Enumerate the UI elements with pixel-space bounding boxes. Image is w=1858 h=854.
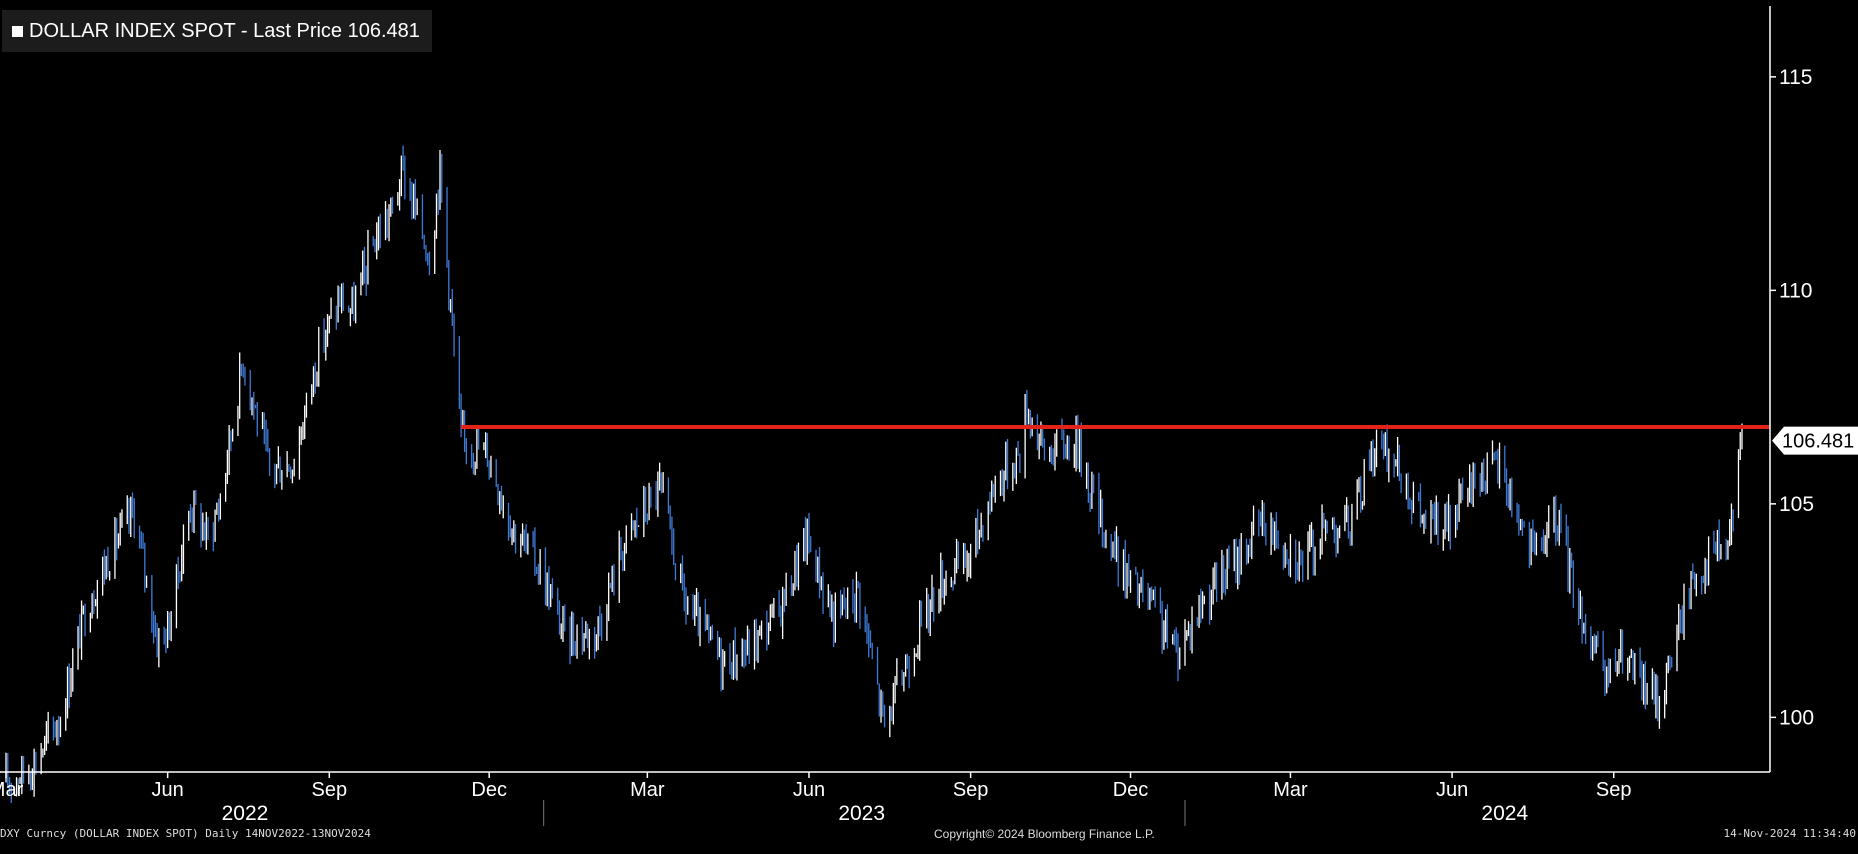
y-tick-label: 105 [1779,493,1814,516]
last-price-label: 106.481 [1782,431,1854,453]
x-tick-label: Jun [152,779,184,801]
x-tick-label: Dec [471,779,507,801]
y-tick-label: 115 [1779,66,1812,89]
year-label: 2023 [838,802,885,825]
x-axis-ticks: Mar Jun Sep Dec Mar Jun Sep Dec Mar Jun Sep [0,772,1632,801]
y-tick-label: 110 [1779,279,1812,302]
footer-security-info: DXY Curncy (DOLLAR INDEX SPOT) Daily 14N… [0,827,371,840]
x-tick-label: Jun [793,779,825,801]
x-tick-label: Sep [312,779,348,801]
x-tick-label: Mar [630,779,665,801]
x-tick-label: Mar [0,779,24,801]
x-tick-label: Dec [1113,779,1149,801]
year-labels: 2022 2023 2024 [222,800,1528,826]
footer-timestamp: 14-Nov-2024 11:34:40 [1723,827,1856,840]
year-label: 2022 [222,802,269,825]
year-label: 2024 [1481,802,1528,825]
y-axis-ticks: 100 105 110 115 [1770,66,1814,729]
chart-legend: DOLLAR INDEX SPOT - Last Price 106.481 [2,10,432,52]
x-tick-label: Sep [953,779,989,801]
legend-swatch-icon [12,25,23,37]
legend-label: DOLLAR INDEX SPOT - Last Price 106.481 [29,19,420,42]
x-tick-label: Sep [1596,779,1632,801]
candle-series [5,145,1743,803]
x-tick-label: Jun [1436,779,1468,801]
last-price-tag-shape [1772,426,1858,455]
y-tick-label: 100 [1779,706,1814,729]
footer-copyright: Copyright© 2024 Bloomberg Finance L.P. [934,827,1155,841]
last-price-tag: 106.481 [1772,426,1858,455]
x-tick-label: Mar [1273,779,1308,801]
